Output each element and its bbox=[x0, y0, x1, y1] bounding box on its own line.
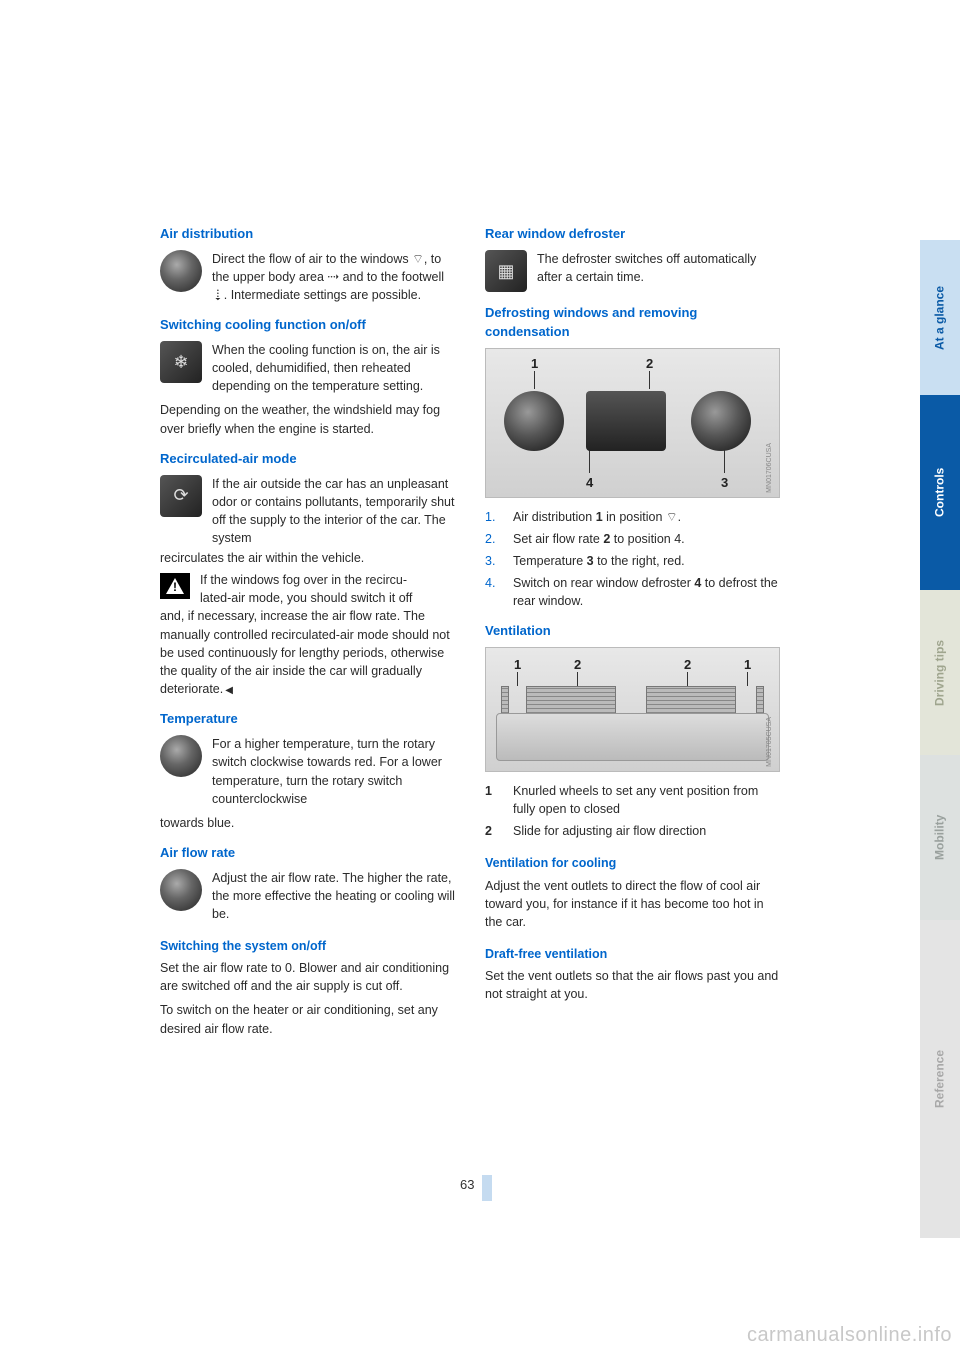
fig-dial-2 bbox=[691, 391, 751, 451]
heading-air-distribution: Air distribution bbox=[160, 225, 455, 244]
page-number-bar bbox=[482, 1175, 492, 1201]
vent-side-left bbox=[501, 686, 509, 714]
vent-center-right bbox=[646, 686, 736, 714]
text-cooling-2: Depending on the weather, the windshield… bbox=[160, 401, 455, 437]
airflow-dial-icon bbox=[160, 869, 202, 911]
step-3: 3. Temperature 3 to the right, red. bbox=[485, 552, 780, 570]
tab-reference[interactable]: Reference bbox=[920, 920, 960, 1238]
vent-side-right bbox=[756, 686, 764, 714]
tab-at-a-glance[interactable]: At a glance bbox=[920, 240, 960, 395]
heading-rear-defrost: Rear window defroster bbox=[485, 225, 780, 244]
fig-center-panel bbox=[586, 391, 666, 451]
temperature-dial-icon bbox=[160, 735, 202, 777]
text-recirc-cont: recirculates the air within the vehicle. bbox=[160, 549, 455, 567]
tab-controls[interactable]: Controls bbox=[920, 395, 960, 590]
legend-2-text: Slide for adjusting air flow direction bbox=[513, 822, 706, 840]
subheading-system-onoff: Switching the system on/off bbox=[160, 937, 455, 955]
heading-temperature: Temperature bbox=[160, 710, 455, 729]
text-temp-intro: For a higher temperature, turn the rotar… bbox=[212, 735, 455, 808]
figure-caption-b: MN01705CUSA bbox=[765, 717, 775, 767]
side-tabs: At a glance Controls Driving tips Mobili… bbox=[920, 240, 960, 1238]
watermark: carmanualsonline.info bbox=[747, 1321, 952, 1350]
figure-ventilation: 1 2 2 1 MN01705CUSA bbox=[485, 647, 780, 772]
text-system-onoff-2: To switch on the heater or air condition… bbox=[160, 1001, 455, 1037]
rear-defrost-icon: ▦ bbox=[485, 250, 527, 292]
legend-2: 2 Slide for adjusting air flow direction bbox=[485, 822, 780, 840]
heading-ventilation: Ventilation bbox=[485, 622, 780, 641]
block-airflow: Adjust the air flow rate. The higher the… bbox=[160, 869, 455, 923]
vent-console bbox=[496, 713, 769, 761]
page-number: 63 bbox=[460, 1176, 474, 1195]
step-1: 1. Air distribution 1 in position ⌔. bbox=[485, 508, 780, 526]
subheading-draft-free: Draft-free ventilation bbox=[485, 945, 780, 963]
left-column: Air distribution Direct the flow of air … bbox=[160, 225, 455, 1044]
text-draft-free: Set the vent outlets so that the air flo… bbox=[485, 967, 780, 1003]
step-1-text: Air distribution 1 in position ⌔. bbox=[513, 508, 681, 526]
fig-label-3: 3 bbox=[721, 474, 728, 493]
text-air-distribution: Direct the flow of air to the windows ⌔,… bbox=[212, 250, 455, 304]
step-2-text: Set air flow rate 2 to position 4. bbox=[513, 530, 685, 548]
dial-icon bbox=[160, 250, 202, 292]
fig-dial-1 bbox=[504, 391, 564, 451]
text-recirc-warn: If the windows fog over in the recircu-l… bbox=[160, 571, 455, 698]
text-rear-defrost: The defroster switches off automatically… bbox=[537, 250, 780, 286]
vent-center-left bbox=[526, 686, 616, 714]
step-3-text: Temperature 3 to the right, red. bbox=[513, 552, 685, 570]
legend-1: 1 Knurled wheels to set any vent positio… bbox=[485, 782, 780, 818]
snowflake-button-icon: ❄ bbox=[160, 341, 202, 383]
text-airflow: Adjust the air flow rate. The higher the… bbox=[212, 869, 455, 923]
legend-1-text: Knurled wheels to set any vent position … bbox=[513, 782, 780, 818]
tab-mobility[interactable]: Mobility bbox=[920, 755, 960, 920]
heading-defrost-windows: Defrosting windows and removing condensa… bbox=[485, 304, 780, 342]
step-4-text: Switch on rear window defroster 4 to def… bbox=[513, 574, 780, 610]
heading-recirc: Recirculated-air mode bbox=[160, 450, 455, 469]
text-recirc-intro: If the air outside the car has an unplea… bbox=[212, 475, 455, 548]
text-vent-cooling: Adjust the vent outlets to direct the fl… bbox=[485, 877, 780, 931]
text-cooling-1: When the cooling function is on, the air… bbox=[212, 341, 455, 395]
text-temp-cont: towards blue. bbox=[160, 814, 455, 832]
tab-driving-tips[interactable]: Driving tips bbox=[920, 590, 960, 755]
right-column: Rear window defroster ▦ The defroster sw… bbox=[485, 225, 780, 1044]
step-2: 2. Set air flow rate 2 to position 4. bbox=[485, 530, 780, 548]
figure-climate-controls: 1 2 3 4 MN01706CUSA bbox=[485, 348, 780, 498]
defrost-steps: 1. Air distribution 1 in position ⌔. 2. … bbox=[485, 508, 780, 611]
block-air-distribution: Direct the flow of air to the windows ⌔,… bbox=[160, 250, 455, 304]
step-4: 4. Switch on rear window defroster 4 to … bbox=[485, 574, 780, 610]
subheading-vent-cooling: Ventilation for cooling bbox=[485, 854, 780, 872]
heading-cooling: Switching cooling function on/off bbox=[160, 316, 455, 335]
block-rear-defrost: ▦ The defroster switches off automatical… bbox=[485, 250, 780, 292]
recirc-button-icon: ⟳ bbox=[160, 475, 202, 517]
block-cooling: ❄ When the cooling function is on, the a… bbox=[160, 341, 455, 395]
text-system-onoff-1: Set the air flow rate to 0. Blower and a… bbox=[160, 959, 455, 995]
figure-caption-a: MN01706CUSA bbox=[765, 443, 775, 493]
heading-airflow: Air flow rate bbox=[160, 844, 455, 863]
fig-label-4: 4 bbox=[586, 474, 593, 493]
page-content: Air distribution Direct the flow of air … bbox=[160, 225, 780, 1044]
